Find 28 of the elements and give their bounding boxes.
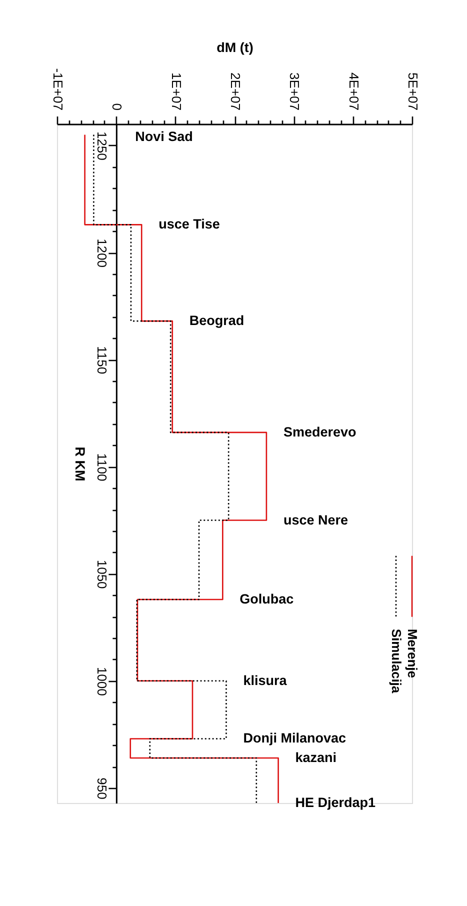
annotation: Golubac	[240, 592, 294, 607]
annotation: klisura	[243, 672, 288, 688]
annotation: Beograd	[189, 313, 244, 328]
annotation: HE Djerdap1	[295, 795, 376, 810]
y-tick-label: 1050	[94, 560, 110, 589]
text: Merenje	[405, 628, 420, 678]
x-tick-label: 5E+07	[406, 72, 420, 110]
y-tick-label: 1000	[94, 666, 110, 696]
y-tick-label: 1150	[94, 346, 110, 374]
annotation: Novi Sad	[135, 129, 193, 144]
x-axis-title: dM (t)	[216, 40, 254, 56]
x-tick-label: 3E+07	[287, 72, 302, 110]
y-tick-label: 1200	[94, 238, 110, 268]
text: Simulacija	[389, 628, 404, 694]
annotation: kazani	[295, 750, 337, 766]
annotation: Donji Milanovac	[243, 730, 346, 746]
y-tick-label: 1100	[94, 453, 110, 482]
x-tick-label: 4E+07	[346, 72, 362, 110]
x-tick-label: 1E+07	[168, 72, 184, 110]
annotation: Smederevo	[283, 424, 356, 440]
annotation: usce Nere	[283, 512, 348, 528]
y-axis-title: R KM	[72, 446, 88, 482]
x-tick-label: 0	[110, 103, 125, 110]
annotation: usce Tise	[158, 216, 220, 232]
x-tick-label: -1E+07	[50, 68, 66, 110]
y-tick-label: 950	[94, 778, 110, 800]
y-tick-label: 1250	[94, 131, 110, 160]
x-tick-label: 2E+07	[228, 72, 243, 110]
